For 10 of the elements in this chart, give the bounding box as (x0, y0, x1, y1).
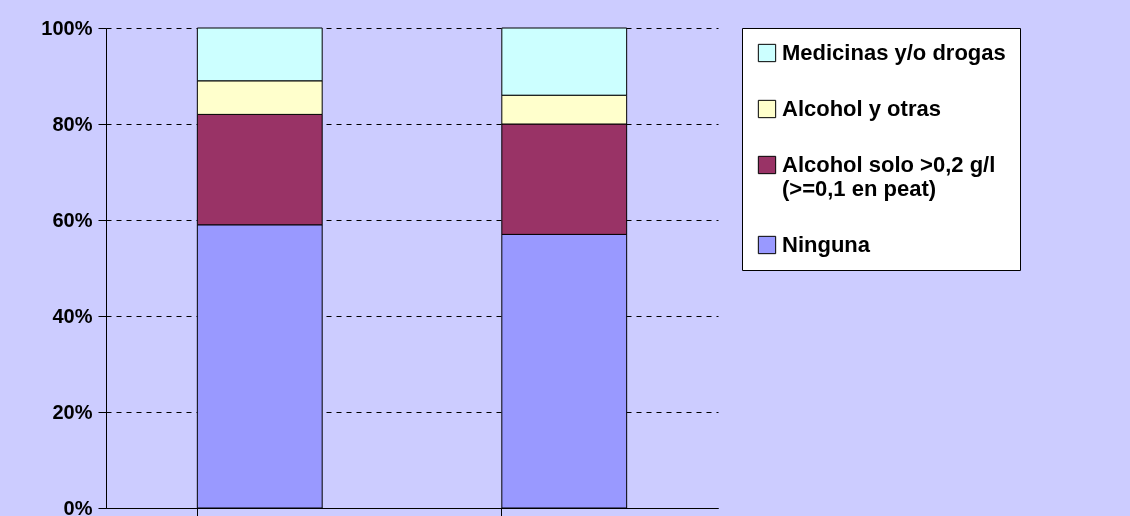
y-tick-label: 60% (52, 208, 93, 231)
y-tick-label: 0% (63, 496, 93, 516)
legend-label: Alcohol solo >0,2 g/l (>=0,1 en peat) (782, 152, 996, 201)
legend-label: Alcohol y otras (782, 96, 941, 121)
y-tick-label: 80% (52, 112, 93, 135)
legend-label: Ninguna (782, 232, 871, 257)
y-tick-label: 20% (52, 400, 93, 423)
y-tick-label: 40% (52, 304, 93, 327)
legend-label: Medicinas y/o drogas (782, 40, 1006, 65)
y-tick-label: 100% (41, 16, 93, 39)
